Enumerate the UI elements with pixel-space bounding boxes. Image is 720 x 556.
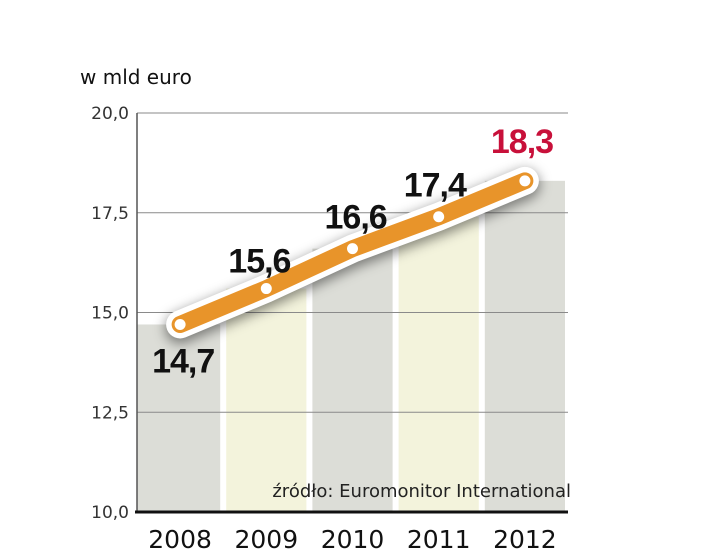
x-tick-label: 2011 xyxy=(407,525,471,554)
bar-2010 xyxy=(312,248,393,512)
bar-2011 xyxy=(398,216,479,513)
data-label-2010: 16,6 xyxy=(325,199,387,237)
y-tick-label: 15,0 xyxy=(91,304,129,324)
y-tick-label: 12,5 xyxy=(91,403,129,423)
x-tick-label: 2009 xyxy=(234,525,298,554)
data-label-2011: 17,4 xyxy=(404,167,467,205)
y-tick-label: 20,0 xyxy=(91,104,129,124)
bar-2009 xyxy=(226,288,307,512)
source-note: źródło: Euromonitor International xyxy=(272,481,571,502)
y-tick-label: 17,5 xyxy=(91,204,129,224)
data-point-2008 xyxy=(174,318,186,330)
data-label-2008: 14,7 xyxy=(152,342,214,380)
x-tick-label: 2012 xyxy=(493,525,557,554)
bar-2008 xyxy=(137,324,221,512)
y-axis-unit-label: w mld euro xyxy=(80,65,192,89)
data-point-2010 xyxy=(347,243,358,255)
y-tick-label: 10,0 xyxy=(91,503,129,523)
data-label-2009: 15,6 xyxy=(228,243,290,281)
data-point-2009 xyxy=(260,283,272,295)
x-tick-label: 2010 xyxy=(321,525,385,554)
x-tick-label: 2008 xyxy=(148,525,212,554)
bar-2012 xyxy=(484,180,565,512)
data-point-2011 xyxy=(433,211,445,223)
data-label-2012: 18,3 xyxy=(491,123,553,161)
data-point-2012 xyxy=(519,175,531,187)
